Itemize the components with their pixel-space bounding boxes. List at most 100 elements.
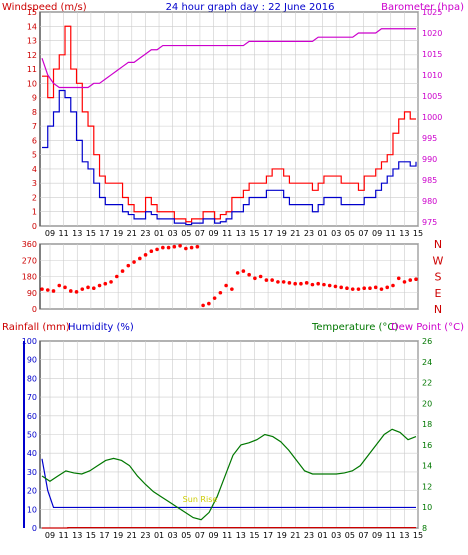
- wind-panel-y-tick: 9: [32, 94, 37, 103]
- direction-panel-y-tick: 90: [27, 289, 37, 298]
- wind-panel-x-tick: 09: [45, 229, 55, 238]
- humidity-panel-y2-tick: 16: [422, 441, 432, 450]
- humidity-panel-x-tick: 15: [413, 531, 423, 540]
- direction-point: [316, 281, 320, 286]
- humidity-panel-y-tick: 40: [27, 449, 37, 458]
- wind-panel-y-tick: 14: [27, 22, 37, 31]
- direction-point: [322, 282, 326, 287]
- direction-point: [201, 303, 205, 308]
- humidity-panel-x-tick: 03: [168, 531, 178, 540]
- wind-panel-y2-tick: 1000: [422, 113, 442, 122]
- temperature-label: Temperature (°C): [311, 322, 398, 333]
- humidity-line: [41, 458, 416, 509]
- direction-point: [235, 271, 240, 275]
- wind-panel-x-tick: 05: [345, 229, 355, 238]
- humidity-panel-x-tick: 03: [331, 531, 341, 540]
- temperature-line: [41, 428, 417, 521]
- wind-panel-x-tick: 17: [99, 229, 109, 238]
- wind-panel-y-tick: 11: [27, 65, 37, 74]
- direction-point: [51, 289, 56, 293]
- wind-panel-y-tick: 6: [32, 136, 37, 145]
- barometer-line: [41, 28, 416, 89]
- wind-panel-x-tick: 15: [413, 229, 423, 238]
- direction-point: [276, 280, 280, 284]
- direction-point: [270, 278, 274, 282]
- wind-panel-x-tick: 09: [208, 229, 218, 238]
- humidity-panel-y-tick: 80: [27, 374, 37, 383]
- direction-point: [385, 285, 390, 290]
- wind-panel-x-tick: 01: [154, 229, 164, 238]
- humidity-panel-y2-tick: 12: [422, 482, 432, 491]
- humidity-panel-x-tick: 17: [263, 531, 273, 540]
- humidity-panel-x-tick: 23: [140, 531, 150, 540]
- wind-panel-y2-tick: 1015: [422, 50, 442, 59]
- direction-point: [207, 301, 211, 306]
- direction-point: [138, 256, 142, 261]
- direction-point: [68, 289, 73, 293]
- compass-label-n: N: [434, 303, 442, 316]
- direction-point: [327, 283, 332, 288]
- direction-point: [373, 285, 378, 290]
- humidity-panel-x-tick: 07: [195, 531, 205, 540]
- wind-panel-y2-tick: 1010: [422, 71, 442, 80]
- wind-panel-y-tick: 2: [32, 193, 37, 202]
- wind-panel-y2-tick: 1025: [422, 8, 442, 17]
- direction-point: [362, 286, 367, 291]
- humidity-panel-x-tick: 11: [386, 531, 396, 540]
- wind-panel-y-tick: 0: [32, 222, 37, 231]
- wind-panel-y-tick: 15: [27, 8, 37, 17]
- direction-point: [258, 274, 263, 279]
- direction-point: [40, 287, 44, 291]
- direction-point: [408, 278, 413, 282]
- direction-point: [63, 285, 67, 290]
- direction-panel-y-tick: 360: [22, 240, 37, 249]
- direction-point: [241, 269, 246, 273]
- compass-label-n: N: [434, 238, 442, 251]
- direction-panel-y-tick: 270: [22, 256, 37, 265]
- wind-panel-x-tick: 15: [86, 229, 96, 238]
- direction-point: [293, 281, 297, 286]
- humidity-panel-x-tick: 13: [399, 531, 409, 540]
- direction-point: [184, 246, 188, 251]
- wind-panel-y2-tick: 985: [422, 176, 437, 185]
- humidity-panel-y2-tick: 18: [422, 420, 432, 429]
- rainfall-label: Rainfall (mm): [2, 322, 70, 333]
- wind-panel-y2-tick: 980: [422, 197, 437, 206]
- wind-panel-y-tick: 1: [32, 208, 37, 217]
- wind-panel-x-tick: 01: [317, 229, 327, 238]
- humidity-panel-y-tick: 100: [22, 337, 37, 346]
- direction-point: [350, 287, 355, 291]
- humidity-panel-x-tick: 21: [290, 531, 300, 540]
- humidity-panel-x-tick: 09: [45, 531, 55, 540]
- direction-point: [178, 244, 182, 248]
- windspeed-label: Windspeed (m/s): [2, 2, 87, 13]
- wind-panel-x-tick: 13: [72, 229, 82, 238]
- direction-point: [126, 263, 131, 268]
- wind-panel-x-tick: 11: [386, 229, 396, 238]
- wind-panel-y-tick: 8: [32, 108, 37, 117]
- wind-panel-x-tick: 05: [181, 229, 191, 238]
- direction-point: [414, 277, 418, 282]
- direction-point: [224, 283, 228, 288]
- direction-point: [310, 282, 315, 287]
- wind-panel-x-tick: 23: [304, 229, 314, 238]
- direction-point: [379, 287, 384, 291]
- wind-panel-y-tick: 4: [32, 165, 37, 174]
- direction-point: [264, 278, 269, 282]
- direction-point: [195, 244, 200, 249]
- humidity-panel-x-tick: 05: [345, 531, 355, 540]
- direction-point: [109, 280, 113, 284]
- direction-point: [57, 283, 62, 288]
- direction-point: [230, 287, 234, 291]
- humidity-panel-y2-tick: 26: [422, 337, 432, 346]
- direction-point: [218, 290, 223, 295]
- wind-panel-frame: [39, 11, 419, 227]
- direction-point: [149, 249, 154, 254]
- humidity-panel-x-tick: 01: [154, 531, 164, 540]
- humidity-panel-x-tick: 09: [372, 531, 382, 540]
- direction-point: [368, 286, 372, 291]
- humidity-panel-x-tick: 13: [72, 531, 82, 540]
- wind-panel-x-tick: 19: [277, 229, 287, 238]
- wind-panel-y2-tick: 995: [422, 134, 437, 143]
